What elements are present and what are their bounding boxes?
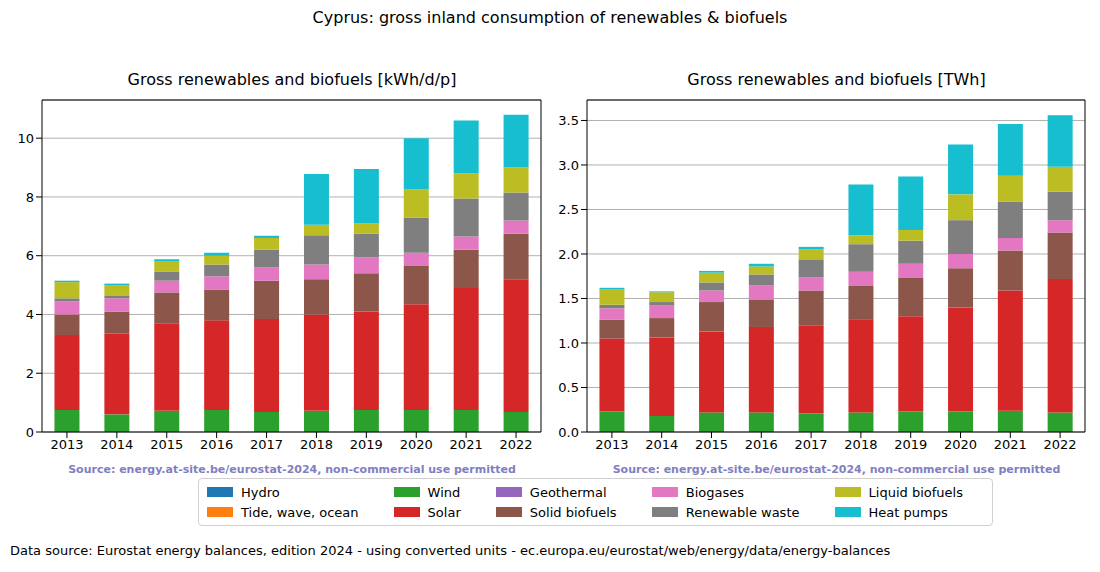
svg-text:3.0: 3.0 <box>558 158 579 173</box>
svg-text:0.0: 0.0 <box>558 425 579 440</box>
html-text:Solid biofuels: Solid biofuels <box>529 504 617 520</box>
svg-text:2016: 2016 <box>200 437 233 452</box>
html-text:Renewable waste: Renewable waste <box>685 504 800 520</box>
svg-text:3.5: 3.5 <box>558 113 579 128</box>
svg-text:8: 8 <box>26 190 34 205</box>
svg-text:2021: 2021 <box>450 437 483 452</box>
html-text:Source: energy.at-site.be/euro: Source: energy.at-site.be/eurostat-2024,… <box>612 463 1061 476</box>
html-text:Source: energy.at-site.be/euro: Source: energy.at-site.be/eurostat-2024,… <box>68 463 516 476</box>
svg-text:2014: 2014 <box>645 437 678 452</box>
svg-text:6: 6 <box>26 248 34 263</box>
html-text:Wind: Wind <box>427 484 461 500</box>
svg-text:1.5: 1.5 <box>558 291 579 306</box>
svg-text:2013: 2013 <box>50 437 83 452</box>
svg-text:2022: 2022 <box>1044 437 1077 452</box>
svg-text:2013: 2013 <box>595 437 628 452</box>
html-text:Biogases: Biogases <box>685 484 744 500</box>
svg-text:2020: 2020 <box>400 437 433 452</box>
svg-text:0: 0 <box>26 425 34 440</box>
html-text:Hydro: Hydro <box>241 484 280 500</box>
svg-text:2019: 2019 <box>350 437 383 452</box>
svg-text:2: 2 <box>26 366 34 381</box>
html-text:Gross renewables and biofuels: Gross renewables and biofuels [kWh/d/p] <box>127 70 457 89</box>
svg-text:2016: 2016 <box>745 437 778 452</box>
html-text:Heat pumps: Heat pumps <box>868 504 948 520</box>
svg-text:2015: 2015 <box>695 437 728 452</box>
svg-text:2.0: 2.0 <box>558 247 579 262</box>
svg-text:4: 4 <box>26 307 34 322</box>
html-text:Liquid biofuels: Liquid biofuels <box>868 484 963 500</box>
html-text:Cyprus: gross inland consumpti: Cyprus: gross inland consumption of rene… <box>312 8 788 27</box>
svg-text:1.0: 1.0 <box>558 336 579 351</box>
svg-text:2017: 2017 <box>795 437 828 452</box>
svg-text:2018: 2018 <box>300 437 333 452</box>
html-text:Tide, wave, ocean: Tide, wave, ocean <box>241 504 359 520</box>
html-text:Geothermal: Geothermal <box>529 484 607 500</box>
svg-text:0.5: 0.5 <box>558 380 579 395</box>
svg-text:2015: 2015 <box>150 437 183 452</box>
svg-text:2022: 2022 <box>500 437 533 452</box>
html-text:Data source: Eurostat energy b: Data source: Eurostat energy balances, e… <box>10 543 891 558</box>
svg-text:2014: 2014 <box>100 437 133 452</box>
svg-text:2019: 2019 <box>894 437 927 452</box>
svg-text:2021: 2021 <box>994 437 1027 452</box>
svg-text:2017: 2017 <box>250 437 283 452</box>
html-text:Solar: Solar <box>427 504 461 520</box>
svg-text:2018: 2018 <box>844 437 877 452</box>
svg-text:2.5: 2.5 <box>558 202 579 217</box>
html-text:Gross renewables and biofuels: Gross renewables and biofuels [TWh] <box>687 70 986 89</box>
svg-text:2020: 2020 <box>944 437 977 452</box>
svg-text:10: 10 <box>17 131 34 146</box>
